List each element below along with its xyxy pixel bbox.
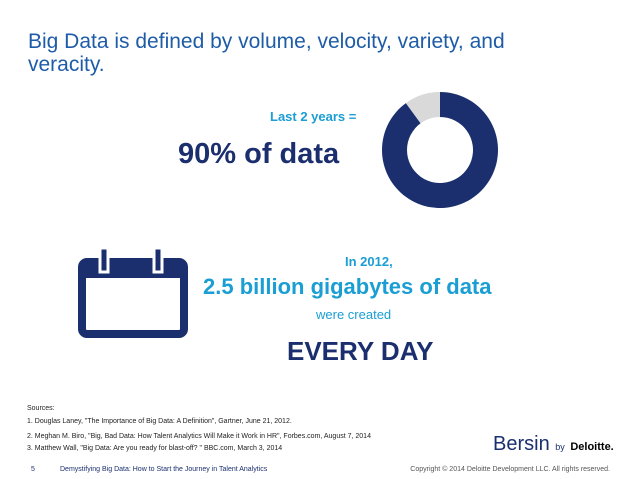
page-number: 5 bbox=[31, 466, 35, 473]
logo-company: Deloitte. bbox=[570, 441, 614, 453]
source-item: 1. Douglas Laney, "The Importance of Big… bbox=[27, 418, 292, 425]
source-item: 2. Meghan M. Biro, "Big, Bad Data: How T… bbox=[27, 433, 371, 440]
donut-segment bbox=[405, 92, 440, 124]
calendar-icon bbox=[78, 246, 188, 338]
stat-sub: were created bbox=[316, 307, 392, 322]
sources-heading: Sources: bbox=[27, 405, 55, 412]
stat-emphasis: EVERY DAY bbox=[287, 336, 434, 366]
donut-chart bbox=[382, 92, 498, 208]
stat-headline: 90% of data bbox=[178, 138, 340, 170]
source-item: 3. Matthew Wall, "Big Data: Are you read… bbox=[27, 445, 283, 452]
logo-by: by bbox=[555, 442, 565, 452]
stat-headline: 2.5 billion gigabytes of data bbox=[203, 274, 492, 299]
logo: Bersin by Deloitte. bbox=[493, 433, 614, 456]
stat-lead: Last 2 years = bbox=[270, 109, 357, 124]
slide-title: Big Data is defined by volume, velocity,… bbox=[28, 30, 505, 76]
logo-brand: Bersin bbox=[493, 433, 550, 455]
donut-segment bbox=[382, 92, 498, 208]
copyright: Copyright © 2014 Deloitte Development LL… bbox=[410, 466, 610, 473]
deck-title: Demystifying Big Data: How to Start the … bbox=[60, 466, 268, 473]
stat-lead: In 2012, bbox=[345, 254, 393, 269]
